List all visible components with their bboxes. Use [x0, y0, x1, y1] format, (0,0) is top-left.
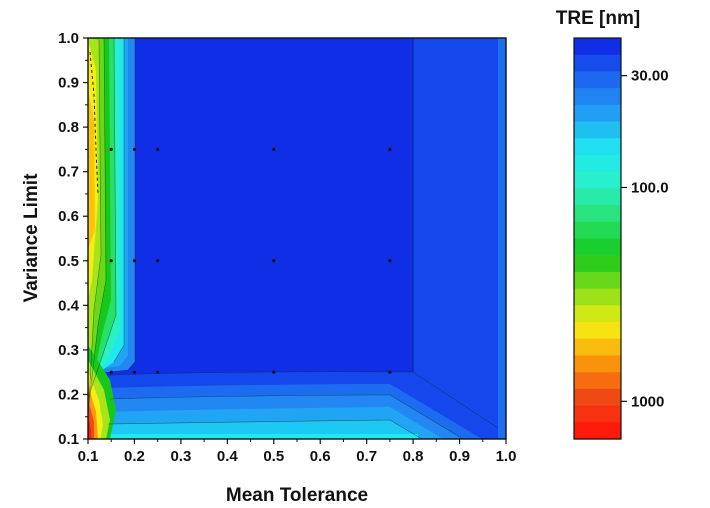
colorbar-swatch — [574, 322, 621, 340]
y-tick-label: 0.2 — [58, 386, 79, 403]
colorbar-swatch — [574, 271, 621, 290]
x-tick-label: 0.9 — [449, 448, 470, 465]
y-axis: 0.1 0.2 0.3 0.4 0.5 0.6 0.7 0.8 0.9 1.0 — [58, 30, 88, 448]
x-tick-label: 0.7 — [356, 448, 377, 465]
colorbar-swatch — [574, 154, 621, 173]
x-axis-title: Mean Tolerance — [226, 485, 368, 506]
sample-point — [132, 259, 137, 263]
colorbar-swatch — [574, 54, 621, 73]
y-tick-label: 0.4 — [58, 297, 80, 314]
bottom-band-6 — [88, 434, 418, 439]
colorbar-swatch — [574, 205, 621, 223]
colorbar-swatch — [574, 121, 621, 139]
sample-point — [272, 370, 276, 374]
colorbar-swatch — [574, 88, 621, 106]
colorbar-swatch — [574, 104, 621, 123]
x-tick-label: 0.3 — [170, 448, 191, 465]
sample-point — [109, 370, 113, 374]
colorbar-swatches — [574, 38, 621, 440]
y-tick-label: 0.1 — [58, 431, 79, 448]
contour-lines — [88, 38, 499, 439]
sample-point — [272, 147, 276, 151]
sample-point — [132, 147, 137, 151]
colorbar-swatch — [574, 338, 621, 357]
colorbar-swatch — [574, 255, 621, 273]
sample-points — [109, 147, 392, 374]
colorbar-swatch — [574, 355, 621, 373]
colorbar-swatch — [574, 405, 621, 423]
colorbar-tick-label: 100.0 — [631, 179, 669, 196]
sample-point — [132, 370, 137, 374]
sample-point — [109, 147, 113, 151]
y-tick-label: 0.9 — [58, 75, 79, 92]
colorbar-swatch — [574, 171, 621, 189]
x-tick-label: 0.5 — [263, 448, 284, 465]
y-tick-label: 0.3 — [58, 342, 79, 359]
x-tick-label: 0.8 — [403, 448, 424, 465]
y-tick-label: 1.0 — [58, 30, 79, 47]
colorbar-tick-label: 1000 — [631, 393, 664, 410]
colorbar-swatch — [574, 372, 621, 390]
colorbar-swatch — [574, 221, 621, 240]
colorbar-swatch — [574, 138, 621, 156]
sample-point — [156, 147, 160, 151]
sample-point — [272, 259, 276, 263]
sample-point — [388, 259, 392, 263]
left-band-10 — [88, 90, 95, 250]
sample-point — [109, 259, 113, 263]
colorbar-title: TRE [nm] — [556, 8, 640, 29]
x-tick-label: 1.0 — [496, 448, 517, 465]
corner-band-6 — [88, 416, 91, 439]
y-tick-label: 0.5 — [58, 253, 79, 270]
plot-area — [88, 38, 506, 439]
colorbar-swatch — [574, 238, 621, 256]
colorbar-swatch — [574, 288, 621, 306]
x-axis: 0.1 0.2 0.3 0.4 0.5 0.6 0.7 0.8 0.9 1.0 — [78, 439, 517, 465]
colorbar-tick-label: 30.00 — [631, 68, 669, 85]
y-tick-label: 0.7 — [58, 164, 79, 181]
x-tick-label: 0.1 — [78, 448, 99, 465]
y-axis-title: Variance Limit — [21, 173, 42, 303]
region-right-blue — [413, 38, 506, 439]
colorbar-swatch — [574, 422, 621, 440]
sample-point — [388, 147, 392, 151]
sample-point — [156, 259, 160, 263]
region-far-right — [498, 38, 506, 439]
colorbar-swatch — [574, 188, 621, 206]
colorbar-frame — [573, 37, 622, 440]
y-tick-label: 0.8 — [58, 119, 79, 136]
colorbar-swatch — [574, 71, 621, 89]
colorbar-swatch — [574, 305, 621, 323]
colorbar: 30.00 100.0 1000 TRE [nm] — [556, 8, 669, 440]
sample-point — [156, 370, 160, 374]
x-tick-label: 0.2 — [124, 448, 145, 465]
colorbar-ticks: 30.00 100.0 1000 — [621, 68, 669, 410]
sample-point — [388, 370, 392, 374]
dashed-contour — [89, 51, 99, 196]
colorbar-swatch — [574, 38, 621, 56]
colorbar-swatch — [574, 388, 621, 407]
x-tick-label: 0.6 — [310, 448, 331, 465]
y-tick-label: 0.6 — [58, 208, 79, 225]
x-tick-label: 0.4 — [217, 448, 239, 465]
